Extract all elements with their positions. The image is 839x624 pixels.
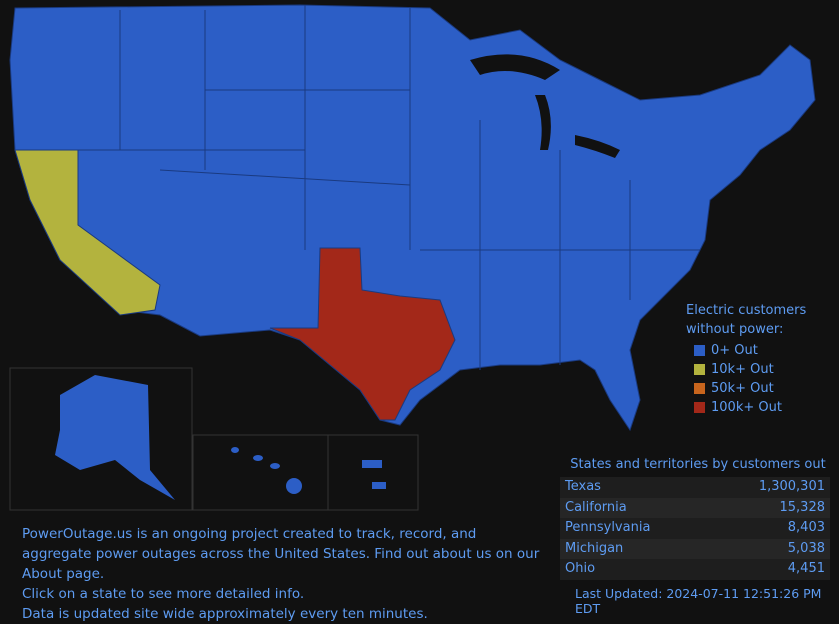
- outage-table: States and territories by customers out …: [560, 457, 830, 580]
- table-row[interactable]: Michigan 5,038: [560, 538, 830, 559]
- great-lakes: [470, 54, 620, 158]
- legend-item: 10k+ Out: [694, 360, 811, 379]
- table-row[interactable]: California 15,328: [560, 497, 830, 518]
- hawaii-box: [192, 434, 329, 511]
- state-california[interactable]: [14, 149, 161, 316]
- territory-box: [327, 434, 419, 511]
- info-text-1: PowerOutage.us is an ongoing project cre…: [22, 526, 540, 562]
- state-hawaii[interactable]: [231, 447, 302, 494]
- state-name: Michigan: [565, 540, 624, 556]
- last-updated: Last Updated: 2024-07-11 12:51:26 PM EDT: [575, 586, 822, 616]
- legend-swatch: [694, 364, 705, 375]
- state-name: California: [565, 499, 627, 515]
- legend-item: 50k+ Out: [694, 379, 811, 398]
- legend-item: 0+ Out: [694, 341, 811, 360]
- legend-label: 10k+ Out: [711, 362, 774, 377]
- alaska-box: [9, 367, 193, 511]
- state-borders: [78, 5, 700, 370]
- legend-swatch: [694, 345, 705, 356]
- customers-out: 15,328: [779, 499, 826, 515]
- customers-out: 5,038: [787, 540, 825, 556]
- state-name: Ohio: [565, 561, 596, 576]
- customers-out: 8,403: [787, 520, 825, 535]
- legend-swatch: [694, 383, 705, 394]
- legend-item: 100k+ Out: [694, 398, 811, 417]
- customers-out: 1,300,301: [758, 479, 825, 494]
- info-line-3: Click on a state to see more detailed in…: [22, 586, 305, 602]
- legend-swatch: [694, 402, 705, 413]
- legend-label: 50k+ Out: [711, 381, 774, 396]
- customers-out: 4,451: [787, 561, 825, 576]
- us-mainland[interactable]: [9, 4, 816, 432]
- territory-puerto-rico[interactable]: [362, 460, 386, 489]
- legend-label: 0+ Out: [711, 343, 758, 358]
- state-texas[interactable]: [269, 247, 456, 421]
- state-alaska[interactable]: [55, 375, 175, 500]
- legend-label: 100k+ Out: [711, 400, 782, 415]
- state-name: Pennsylvania: [565, 520, 651, 535]
- table-row[interactable]: Ohio 4,451: [560, 559, 830, 580]
- table-title: States and territories by customers out: [570, 457, 826, 472]
- legend: Electric customers without power: 0+ Out…: [686, 301, 811, 417]
- about-link[interactable]: About: [22, 566, 62, 582]
- table-body: Texas 1,300,301 California 15,328 Pennsylvan…: [560, 477, 830, 580]
- info-line-4: Data is updated site wide approximately …: [22, 606, 428, 622]
- info-text-2: page.: [66, 566, 105, 582]
- outage-map[interactable]: [0, 0, 839, 520]
- legend-title: Electric customers without power:: [686, 303, 807, 337]
- table-row[interactable]: Pennsylvania 8,403: [560, 518, 830, 539]
- info-text: PowerOutage.us is an ongoing project cre…: [22, 524, 542, 624]
- table-row[interactable]: Texas 1,300,301: [560, 477, 830, 498]
- state-name: Texas: [565, 479, 601, 494]
